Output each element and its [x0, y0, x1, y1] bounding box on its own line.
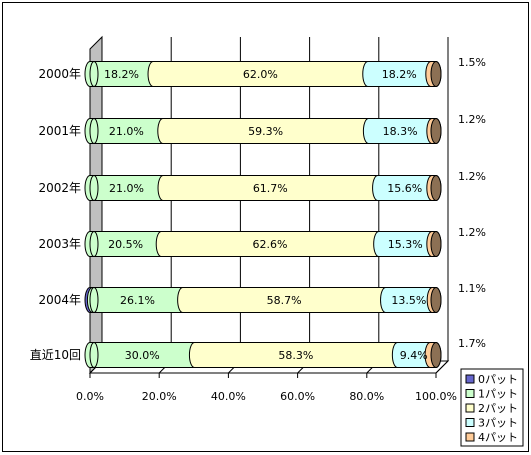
- bar-end-cap: [430, 175, 442, 201]
- data-label: 18.2%: [104, 68, 139, 81]
- bar-end-cap: [430, 61, 442, 87]
- y-category-label: 2000年: [38, 67, 81, 81]
- data-label: 21.0%: [109, 182, 144, 195]
- x-tick-label: 20.0%: [142, 390, 177, 403]
- x-gridline-floor: [435, 360, 449, 374]
- x-tick-label: 100.0%: [415, 390, 457, 403]
- bar-end-cap: [430, 287, 442, 313]
- data-label: 21.0%: [109, 125, 144, 138]
- x-tick-label: 0.0%: [76, 390, 104, 403]
- data-label: 59.3%: [248, 125, 283, 138]
- x-tick-label: 40.0%: [211, 390, 246, 403]
- data-label: 1.2%: [458, 170, 486, 183]
- y-category-label: 2001年: [38, 124, 81, 138]
- data-label: 1.2%: [458, 226, 486, 239]
- bar-start-cap: [89, 61, 99, 87]
- bar-start-cap: [89, 231, 99, 257]
- data-label: 1.5%: [458, 56, 486, 69]
- data-label: 1.1%: [458, 282, 486, 295]
- bar-start-cap: [89, 342, 99, 368]
- data-label: 62.6%: [252, 238, 287, 251]
- y-category-label: 2003年: [38, 237, 81, 251]
- data-label: 18.3%: [383, 125, 418, 138]
- legend-swatch: [465, 418, 475, 427]
- legend-label: 0パット: [478, 373, 518, 386]
- stacked-bar-chart: 0.0% 20.0% 40.0% 60.0% 80.0% 100.0% 2000年 18.2%…: [30, 35, 524, 447]
- bar-start-cap: [89, 118, 99, 144]
- legend-label: 3パット: [478, 417, 518, 430]
- data-label: 26.1%: [120, 294, 155, 307]
- legend-swatch: [465, 374, 475, 384]
- data-label: 18.2%: [382, 68, 417, 81]
- data-label: 1.7%: [458, 337, 486, 350]
- bar-segment: [426, 231, 442, 257]
- legend-label: 1パット: [478, 388, 518, 401]
- plot-side-wall: [89, 35, 103, 375]
- data-label: 20.5%: [108, 238, 143, 251]
- bar-end-cap: [430, 231, 442, 257]
- data-label: 15.6%: [387, 182, 422, 195]
- legend-label: 2パット: [478, 402, 518, 415]
- bar-segment: [426, 118, 442, 144]
- bar-segment: [425, 61, 442, 87]
- y-category-label: 2004年: [38, 293, 81, 307]
- data-label: 13.5%: [391, 294, 426, 307]
- data-label: 1.2%: [458, 113, 486, 126]
- y-category-label: 直近10回: [30, 348, 81, 362]
- bar-segment: [426, 287, 442, 313]
- legend-swatch: [465, 389, 475, 398]
- data-label: 58.7%: [267, 294, 302, 307]
- data-label: 9.4%: [400, 349, 428, 362]
- bar-start-cap: [89, 287, 99, 313]
- legend-swatch: [465, 403, 475, 413]
- bar-segment: [426, 175, 442, 201]
- bar-start-cap: [89, 175, 99, 201]
- bar-segment: [424, 342, 442, 368]
- bar-end-cap: [430, 118, 442, 144]
- legend-label: 4パット: [478, 431, 518, 444]
- bar-end-cap: [430, 342, 442, 368]
- data-label: 58.3%: [278, 349, 313, 362]
- data-label: 62.0%: [243, 68, 278, 81]
- x-tick-label: 60.0%: [280, 390, 315, 403]
- data-label: 15.3%: [388, 238, 423, 251]
- x-tick-label: 80.0%: [349, 390, 384, 403]
- y-category-label: 2002年: [38, 181, 81, 195]
- legend-swatch: [465, 432, 475, 442]
- data-label: 61.7%: [253, 182, 288, 195]
- data-label: 30.0%: [125, 349, 160, 362]
